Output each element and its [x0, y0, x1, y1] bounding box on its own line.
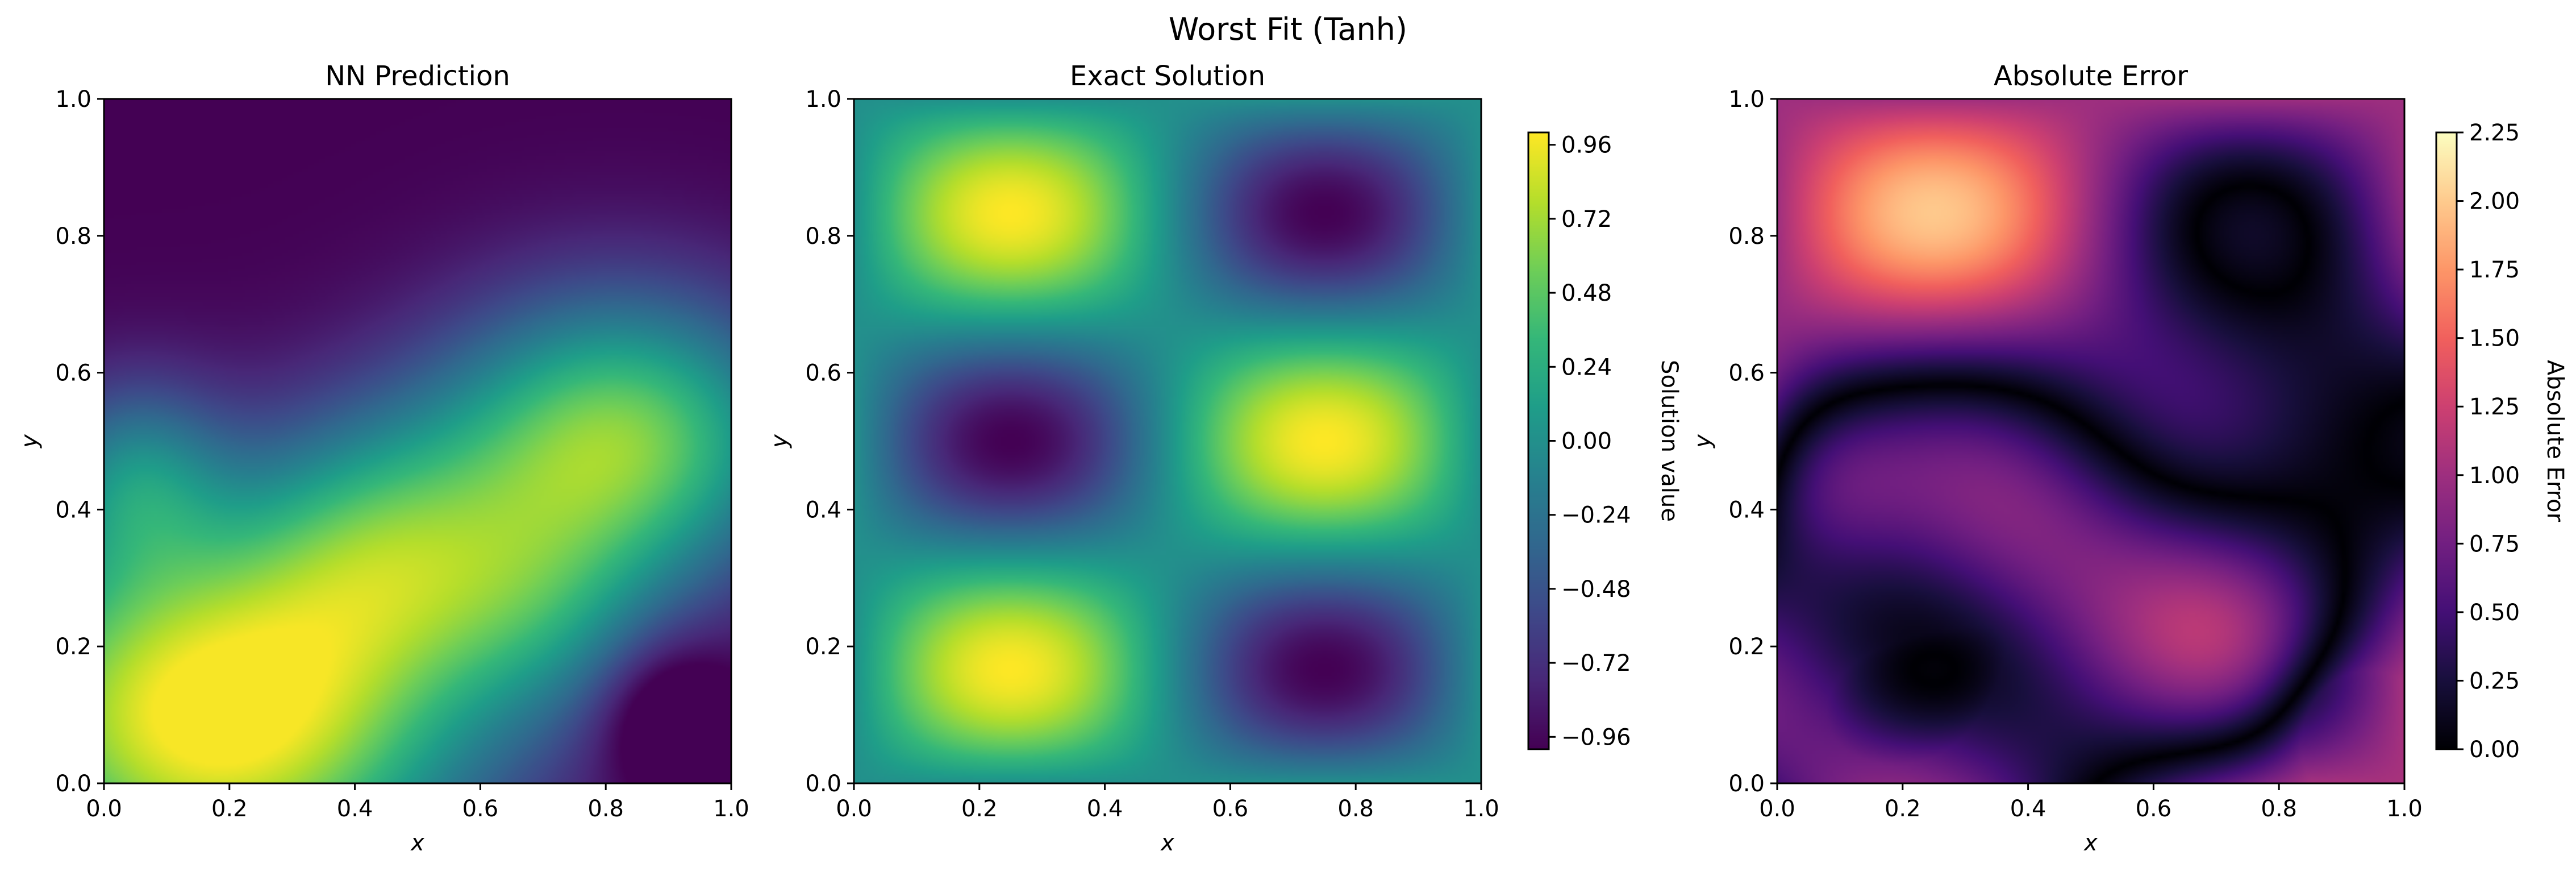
- y-tick-label: 0.2: [55, 634, 91, 660]
- colorbar-tick-label: 0.50: [2469, 600, 2520, 626]
- colorbar-tick-label: 0.00: [2469, 737, 2520, 763]
- colorbar: 0.96 0.72 0.48 0.24 0.00 −0.24 −0.48 −0.72 −0.96…: [1527, 131, 1682, 750]
- colorbar-label: Solution value: [1656, 360, 1682, 522]
- colorbar-tick-label: −0.72: [1561, 650, 1631, 676]
- colorbar-tick-label: 2.00: [2469, 189, 2520, 215]
- y-tick-label: 1.0: [805, 86, 841, 113]
- y-tick-label: 0.4: [1728, 497, 1765, 523]
- panel-title: NN Prediction: [325, 60, 510, 92]
- colorbar-tick-label: 0.96: [1561, 132, 1612, 159]
- colorbar-tick-label: 1.00: [2469, 463, 2520, 489]
- colorbar-tick-label: 0.25: [2469, 668, 2520, 694]
- x-tick-label: 0.4: [1087, 796, 1123, 822]
- y-tick-label: 0.2: [805, 634, 841, 660]
- panel-1: NN Prediction 0.0 0.2 0.4 0.6 0.8 1.0 0.0 0.2 0.4…: [16, 60, 749, 856]
- colorbar-tick-label: −0.24: [1561, 503, 1631, 529]
- colorbar-tick-label: 0.00: [1561, 429, 1612, 455]
- heatmap-image: [1777, 99, 2404, 783]
- figure-title: Worst Fit (Tanh): [1169, 11, 1407, 47]
- y-axis-label: y: [1690, 434, 1716, 449]
- y-tick-label: 1.0: [1728, 86, 1765, 113]
- x-tick-label: 1.0: [2386, 796, 2423, 822]
- x-tick-label: 0.2: [1885, 796, 1921, 822]
- x-axis-label: x: [1160, 830, 1174, 856]
- colorbar: 2.25 2.00 1.75 1.50 1.25 1.00 0.75 0.50 0.25 0.00…: [2435, 120, 2568, 763]
- colorbar-tick-label: 0.24: [1561, 354, 1612, 380]
- colorbar-tick-label: 1.75: [2469, 257, 2520, 283]
- y-tick-label: 0.8: [1728, 223, 1765, 250]
- y-tick-label: 0.0: [1728, 771, 1765, 797]
- colorbar-tick-label: 0.75: [2469, 531, 2520, 557]
- colorbar-tick-label: 0.72: [1561, 206, 1612, 232]
- x-tick-label: 0.8: [587, 796, 624, 822]
- colorbar-tick-label: 2.25: [2469, 120, 2520, 146]
- x-tick-label: 1.0: [1463, 796, 1499, 822]
- heatmap-image: [104, 99, 731, 783]
- x-tick-label: 0.2: [961, 796, 998, 822]
- colorbar-tick-label: −0.48: [1561, 576, 1631, 603]
- colorbar-tick-label: 1.25: [2469, 394, 2520, 420]
- x-axis-label: x: [410, 830, 424, 856]
- x-tick-label: 0.4: [337, 796, 373, 822]
- x-tick-label: 0.0: [1759, 796, 1795, 822]
- x-tick-label: 0.4: [2010, 796, 2046, 822]
- y-axis-label: y: [766, 434, 793, 449]
- x-tick-label: 0.0: [86, 796, 122, 822]
- y-tick-label: 0.4: [805, 497, 841, 523]
- axes-frame: [103, 98, 732, 784]
- colorbar-tick-label: 1.50: [2469, 326, 2520, 352]
- axes-frame: [1776, 98, 2406, 784]
- x-tick-label: 0.2: [211, 796, 248, 822]
- x-axis-label: x: [2083, 830, 2098, 856]
- colorbar-tick-label: −0.96: [1561, 724, 1631, 750]
- panel-title: Absolute Error: [1994, 60, 2188, 92]
- y-tick-label: 1.0: [55, 86, 91, 113]
- panel-title: Exact Solution: [1070, 60, 1265, 92]
- x-tick-label: 0.6: [462, 796, 499, 822]
- y-tick-label: 0.4: [55, 497, 91, 523]
- x-tick-label: 0.6: [1212, 796, 1249, 822]
- y-tick-label: 0.8: [55, 223, 91, 250]
- x-tick-label: 0.8: [2261, 796, 2297, 822]
- y-tick-label: 0.8: [805, 223, 841, 250]
- y-tick-label: 0.0: [805, 771, 841, 797]
- y-tick-label: 0.6: [1728, 360, 1765, 387]
- colorbar-tick-label: 0.48: [1561, 280, 1612, 306]
- y-tick-label: 0.0: [55, 771, 91, 797]
- colorbar-frame: [2435, 131, 2458, 750]
- x-tick-label: 1.0: [713, 796, 749, 822]
- axes-frame: [853, 98, 1482, 784]
- y-axis-label: y: [16, 434, 43, 449]
- y-tick-label: 0.6: [55, 360, 91, 387]
- heatmap-image: [854, 99, 1481, 783]
- panel-2: Exact Solution 0.0 0.2 0.4 0.6 0.8 1.0 0.0 0.2 0.…: [766, 60, 1682, 856]
- colorbar-gradient: [1528, 132, 1549, 749]
- y-tick-label: 0.6: [805, 360, 841, 387]
- colorbar-label: Absolute Error: [2542, 360, 2568, 522]
- x-tick-label: 0.6: [2136, 796, 2172, 822]
- x-tick-label: 0.0: [836, 796, 872, 822]
- y-tick-label: 0.2: [1728, 634, 1765, 660]
- panel-3: Absolute Error 0.0 0.2 0.4 0.6 0.8 1.0 0.0 0.2 0.…: [1690, 60, 2568, 856]
- x-tick-label: 0.8: [1337, 796, 1374, 822]
- colorbar-gradient: [2436, 132, 2457, 749]
